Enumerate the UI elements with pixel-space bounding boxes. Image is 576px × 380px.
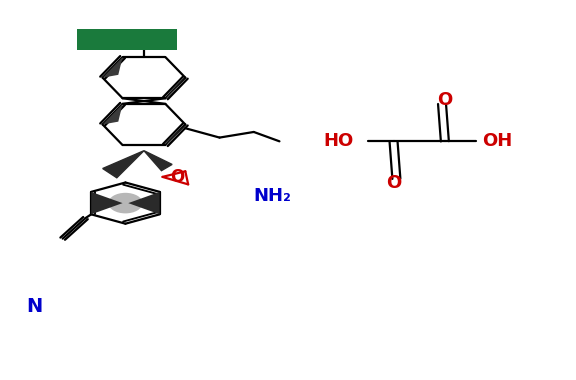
Text: O: O (386, 174, 401, 192)
Polygon shape (165, 125, 185, 145)
Polygon shape (144, 151, 172, 171)
Polygon shape (103, 104, 123, 125)
Text: O: O (170, 168, 184, 186)
Polygon shape (128, 192, 160, 214)
Bar (77, 29, 177, 49)
Text: N: N (26, 296, 42, 315)
Text: O: O (437, 91, 453, 109)
Text: HO: HO (323, 132, 354, 150)
Text: OH: OH (482, 132, 512, 150)
Polygon shape (103, 57, 123, 78)
Ellipse shape (108, 193, 142, 214)
Polygon shape (91, 192, 123, 214)
Text: NH₂: NH₂ (254, 187, 291, 204)
Polygon shape (165, 78, 185, 98)
Polygon shape (103, 151, 144, 178)
